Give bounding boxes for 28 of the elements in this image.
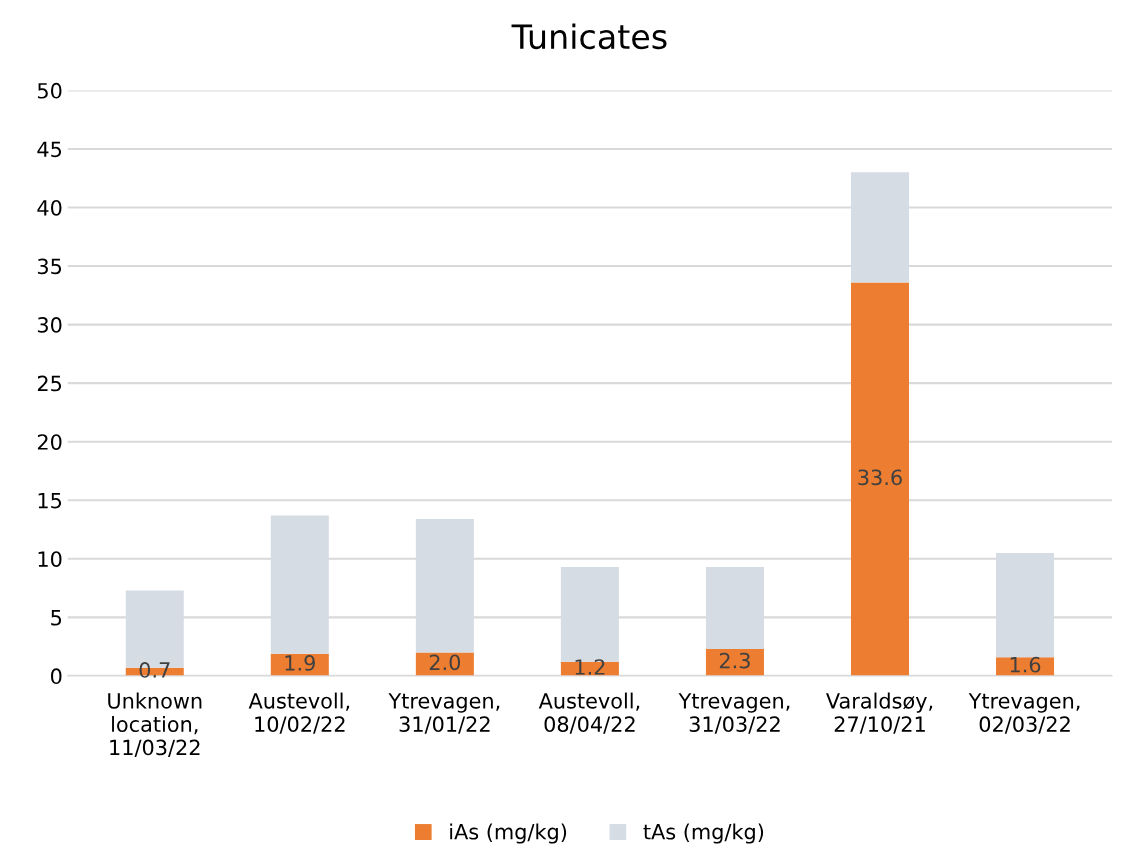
chart-title: Tunicates	[511, 23, 667, 50]
x-tick-label: Austevoll, 10/02/22	[248, 692, 350, 734]
y-tick-label: 15	[38, 492, 62, 509]
x-tick-label: Ytrevagen, 31/01/22	[388, 693, 500, 734]
data-label: 33.6	[858, 469, 902, 486]
y-tick-label: 25	[37, 375, 62, 392]
legend-label: iAs (mg/kg)	[450, 823, 567, 844]
y-tick-label: 40	[37, 199, 62, 216]
y-tick-label: 20	[37, 434, 62, 450]
x-tick-label: Ytrevagen, 31/03/22	[678, 693, 790, 734]
y-tick-label: 10	[38, 551, 62, 567]
data-label: 1.6	[1010, 656, 1041, 673]
y-tick-label: 35	[37, 258, 62, 275]
x-tick-label: Varaldsøy, 27/10/21	[826, 692, 933, 734]
legend-label: tAs (mg/kg)	[643, 823, 764, 844]
data-label: 2.3	[719, 652, 750, 669]
data-label: 2.0	[429, 654, 461, 671]
y-tick-label: 45	[37, 141, 62, 158]
bar	[850, 282, 909, 676]
y-tick-label: 30	[37, 317, 62, 333]
x-tick-label: Unknown location, 11/03/22	[108, 692, 202, 757]
y-tick-label: 0	[51, 668, 62, 685]
y-tick-label: 50	[37, 82, 62, 99]
data-label: 1.2	[575, 659, 605, 675]
data-label: 1.9	[285, 655, 315, 671]
x-tick-label: Ytrevagen, 02/03/22	[968, 693, 1080, 734]
x-tick-label: Austevoll, 08/04/22	[538, 692, 640, 734]
y-tick-label: 5	[51, 610, 62, 626]
